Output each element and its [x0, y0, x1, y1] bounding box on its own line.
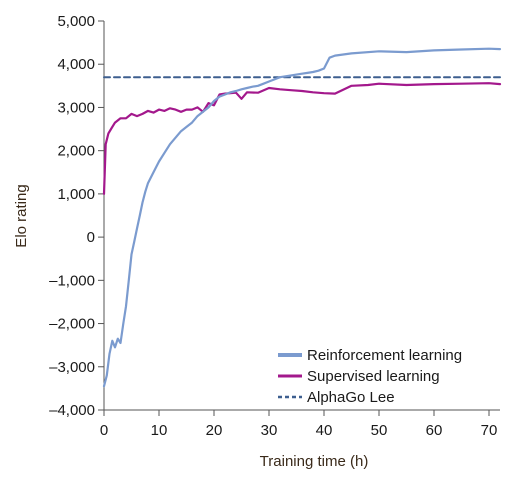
y-tick-label: –4,000 [49, 402, 95, 419]
y-axis-title: Elo rating [13, 184, 30, 247]
series-layer [102, 47, 502, 388]
legend: Reinforcement learning Supervised learni… [278, 347, 462, 406]
x-tick-label: 0 [100, 422, 108, 439]
legend-label-supervised-learning: Supervised learning [307, 368, 440, 385]
y-tick-label: –2,000 [49, 316, 95, 333]
y-tick-label: 1,000 [57, 186, 95, 203]
legend-label-reinforcement-learning: Reinforcement learning [307, 347, 462, 364]
y-tick-label: 3,000 [57, 99, 95, 116]
x-axis-title: Training time (h) [260, 453, 369, 470]
x-tick-label: 50 [371, 422, 388, 439]
x-tick-label: 40 [316, 422, 333, 439]
legend-label-alphago-lee: AlphaGo Lee [307, 389, 395, 406]
series-line-supervised-learning [102, 82, 502, 195]
y-ticks: –4,000 –3,000 –2,000 –1,000 0 1,000 2,000 3,000… [49, 13, 104, 419]
series-line-reinforcement-learning [102, 47, 502, 388]
y-tick-label: 0 [87, 229, 95, 246]
x-tick-label: 60 [426, 422, 443, 439]
x-tick-label: 20 [206, 422, 223, 439]
x-tick-label: 10 [151, 422, 168, 439]
x-ticks: 0 10 20 30 40 50 60 70 [100, 410, 498, 439]
y-tick-label: –3,000 [49, 359, 95, 376]
x-tick-label: 70 [481, 422, 498, 439]
x-tick-label: 30 [261, 422, 278, 439]
y-tick-label: 4,000 [57, 56, 95, 73]
y-tick-label: 5,000 [57, 13, 95, 30]
y-tick-label: 2,000 [57, 143, 95, 160]
y-tick-label: –1,000 [49, 272, 95, 289]
